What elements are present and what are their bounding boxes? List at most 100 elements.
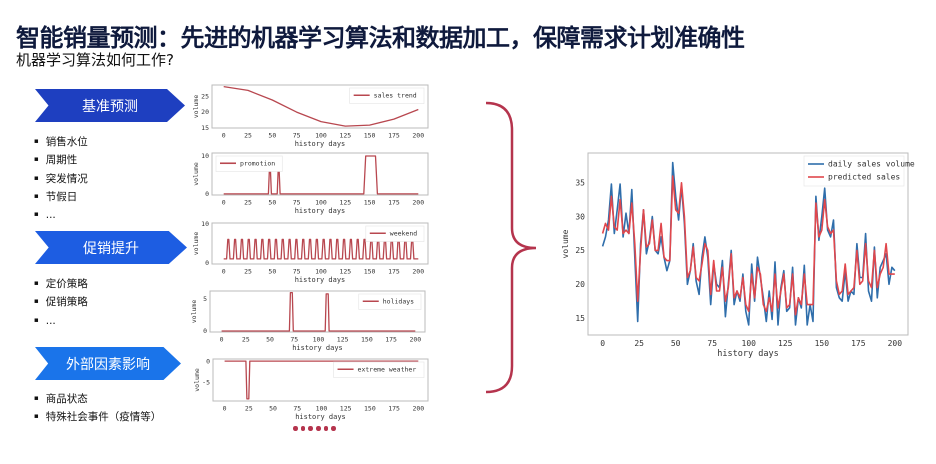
y-tick-label: 30: [575, 212, 585, 221]
y-tick-label: 0: [205, 190, 209, 198]
y-axis-label: volume: [192, 95, 200, 119]
x-tick-label: 125: [340, 405, 352, 413]
y-tick-label: 10: [201, 220, 209, 228]
x-tick-label: 125: [339, 199, 351, 207]
x-axis-label: history days: [295, 276, 346, 284]
x-tick-label: 175: [388, 132, 400, 140]
x-tick-label: 50: [268, 199, 276, 207]
x-tick-label: 125: [339, 268, 351, 276]
chart-4: 0 25 50 75 100 125 150 175 200 0 -5 history days vol…: [193, 357, 429, 421]
legend-label: daily sales volume: [828, 160, 915, 169]
x-tick-label: 50: [266, 336, 274, 344]
x-axis-label: history days: [292, 344, 343, 352]
y-axis-label: volume: [190, 300, 198, 324]
promotion-bullet-list: 定价策略 促销策略 ...: [34, 274, 88, 329]
section-banner-baseline: 基准预测: [35, 89, 185, 122]
x-tick-label: 100: [315, 199, 327, 207]
legend: weekend: [365, 225, 425, 242]
x-tick-label: 75: [293, 268, 301, 276]
chart-1: 0 25 50 75 100 125 150 175 200 0 10 history days vol…: [192, 152, 429, 215]
x-tick-label: 25: [244, 268, 252, 276]
x-tick-label: 25: [244, 199, 252, 207]
legend: daily sales volume predicted sales: [803, 155, 915, 187]
curly-brace: [485, 101, 537, 394]
x-tick-label: 150: [364, 132, 376, 140]
x-axis-label: history days: [295, 207, 346, 215]
x-tick-label: 175: [388, 268, 400, 276]
dot[interactable]: [323, 426, 329, 431]
x-tick-label: 200: [412, 199, 424, 207]
x-tick-label: 175: [851, 339, 866, 348]
y-tick-label: 0: [206, 357, 210, 365]
y-axis-label: volume: [193, 368, 201, 392]
y-tick-label: 20: [201, 108, 209, 116]
x-tick-label: 200: [409, 336, 421, 344]
bullet-item: 特殊社会事件（疫情等）: [34, 407, 162, 425]
x-tick-label: 125: [778, 339, 793, 348]
series-line-extreme-weather: [224, 360, 419, 400]
x-tick-label: 200: [888, 339, 903, 348]
x-tick-label: 150: [364, 405, 376, 413]
dot[interactable]: [331, 426, 336, 431]
x-tick-label: 75: [293, 405, 301, 413]
x-tick-label: 75: [293, 132, 301, 140]
y-axis-label: volume: [192, 162, 200, 186]
x-tick-label: 75: [290, 336, 298, 344]
y-tick-label: 25: [201, 92, 209, 100]
page-title: 智能销量预测：先进的机器学习算法和数据加工，保障需求计划准确性: [16, 24, 745, 52]
y-tick-label: 15: [575, 314, 585, 323]
y-axis-label: volume: [192, 232, 200, 256]
section-banner-external: 外部因素影响: [35, 347, 181, 380]
page-subtitle: 机器学习算法如何工作?: [16, 51, 174, 69]
x-tick-label: 100: [313, 336, 325, 344]
y-tick-label: 20: [575, 280, 585, 289]
dot[interactable]: [308, 426, 313, 431]
dot[interactable]: [300, 426, 306, 431]
x-tick-label: 50: [269, 405, 277, 413]
x-axis-label: history days: [717, 349, 778, 359]
x-tick-label: 200: [412, 268, 424, 276]
x-tick-label: 100: [742, 339, 757, 348]
x-tick-label: 25: [245, 405, 253, 413]
x-axis-label: history days: [295, 140, 346, 148]
x-tick-label: 175: [388, 199, 400, 207]
series-line-predicted-sales: [601, 175, 895, 316]
x-tick-label: 150: [815, 339, 830, 348]
legend: promotion: [215, 155, 283, 172]
pagination-dots: [293, 426, 336, 431]
dot[interactable]: [293, 426, 298, 431]
x-tick-label: 25: [242, 336, 250, 344]
x-tick-label: 25: [244, 132, 252, 140]
x-tick-label: 200: [412, 405, 424, 413]
x-tick-label: 0: [222, 268, 226, 276]
y-tick-label: 5: [203, 295, 207, 303]
y-tick-label: 0: [205, 259, 209, 267]
legend-label: sales trend: [374, 91, 417, 99]
y-tick-label: 35: [575, 178, 585, 187]
x-tick-label: 150: [364, 199, 376, 207]
legend-label: weekend: [390, 229, 417, 237]
x-tick-label: 0: [222, 199, 226, 207]
bullet-item: 定价策略: [34, 274, 88, 292]
external-bullet-list: 商品状态 特殊社会事件（疫情等）: [34, 389, 162, 426]
x-tick-label: 50: [671, 339, 681, 348]
y-tick-label: 0: [203, 327, 207, 335]
y-tick-label: -5: [202, 378, 210, 386]
x-tick-label: 0: [223, 405, 227, 413]
bullet-item: 促销策略: [34, 292, 88, 310]
x-tick-label: 100: [316, 405, 328, 413]
bullet-item: ...: [34, 205, 88, 223]
legend-label: extreme weather: [358, 365, 417, 373]
x-tick-label: 75: [707, 339, 717, 348]
x-tick-label: 75: [293, 199, 301, 207]
bullet-item: 节假日: [34, 187, 88, 205]
x-tick-label: 50: [268, 132, 276, 140]
section-banner-promotion: 促销提升: [35, 231, 187, 264]
series-line-sales-trend: [223, 85, 419, 127]
baseline-bullet-list: 销售水位 周期性 突发情况 节假日 ...: [34, 132, 88, 223]
bullet-item: 销售水位: [34, 132, 88, 150]
x-tick-label: 0: [600, 339, 605, 348]
legend: extreme weather: [333, 361, 425, 378]
dot[interactable]: [316, 426, 321, 431]
